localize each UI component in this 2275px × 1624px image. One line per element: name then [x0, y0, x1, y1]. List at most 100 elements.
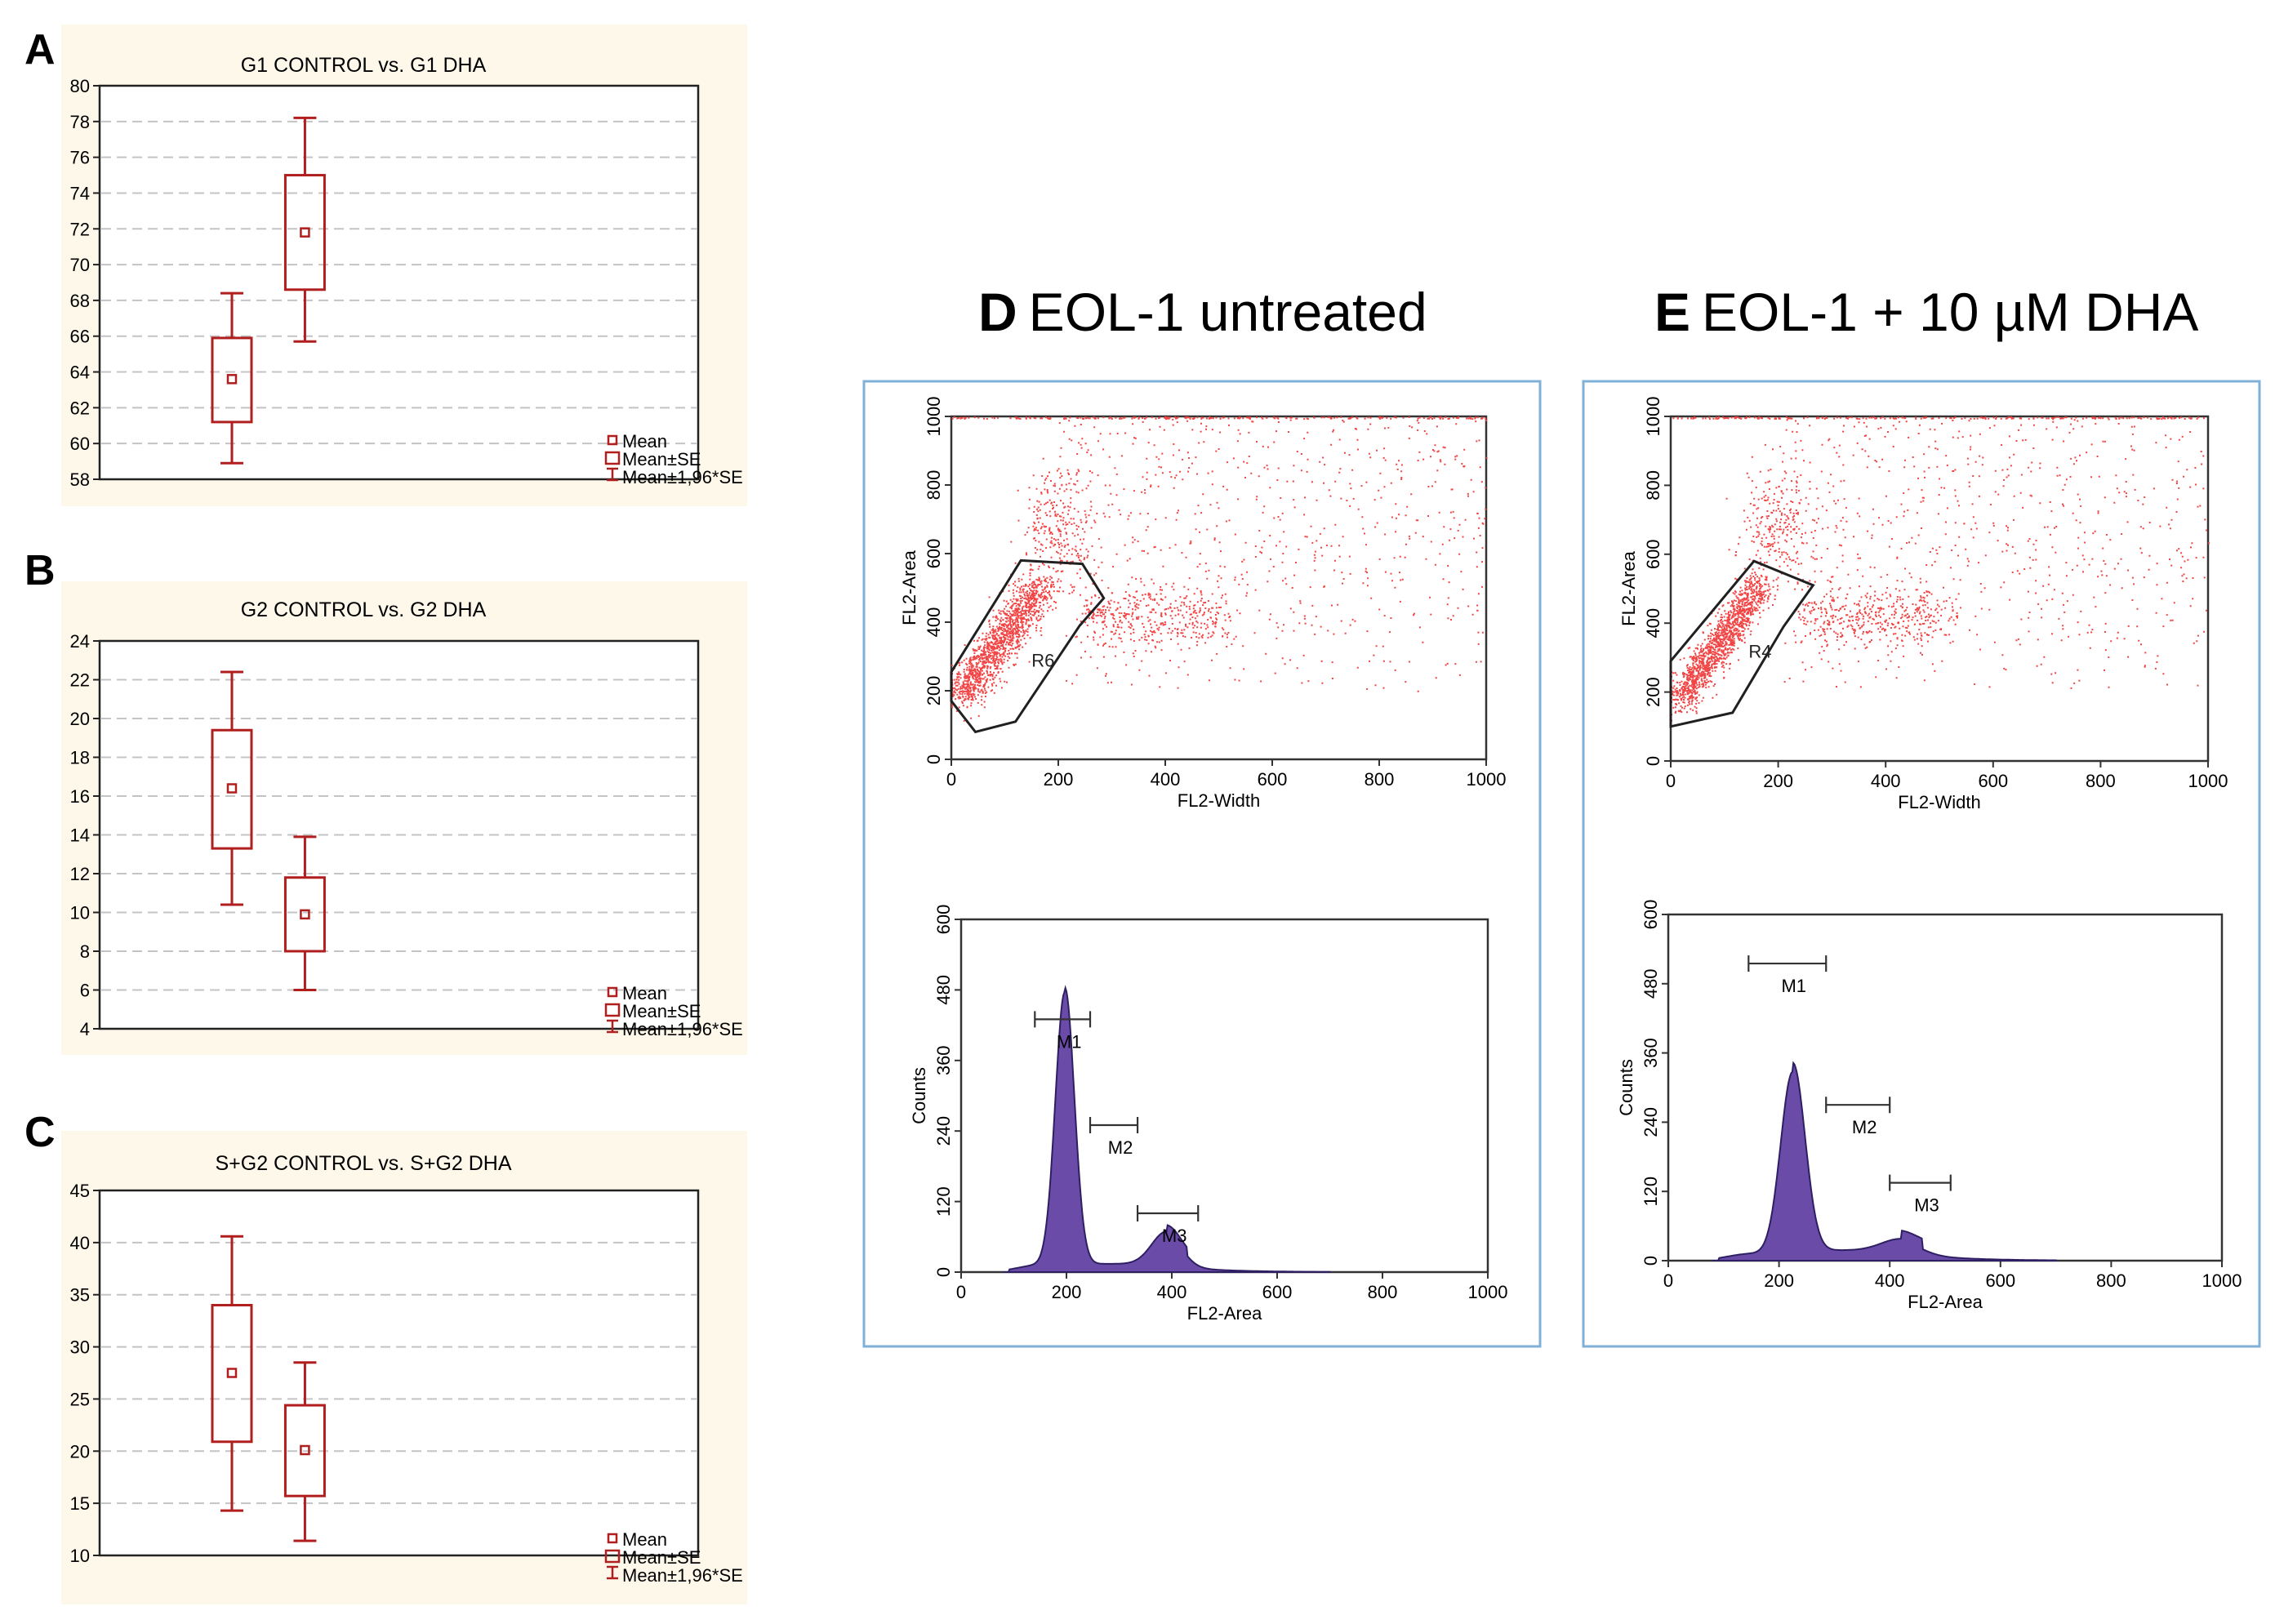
se-box — [211, 728, 253, 850]
histogram-d: 0 200 400 600 800 10000120240360480600FL2-Are… — [909, 905, 1507, 1324]
marker-label: M2 — [1108, 1137, 1133, 1158]
y-tick-label: 800 — [1643, 470, 1663, 501]
y-tick-label: 72 — [70, 219, 90, 239]
marker-label: M3 — [1914, 1195, 1939, 1216]
marker-bar — [1089, 1117, 1139, 1133]
y-tick-label: 360 — [1641, 1038, 1661, 1068]
y-axis-label: Counts — [909, 1067, 929, 1124]
y-tick-label: 16 — [70, 786, 90, 807]
x-tick-label: 1000 — [2202, 1270, 2242, 1291]
x-tick-label: 200 — [1763, 771, 1793, 791]
gate-polygon — [950, 558, 1106, 734]
legend-ci: Mean±1,96*SE — [622, 1565, 743, 1586]
y-tick-label: 24 — [70, 631, 90, 652]
legend-ci: Mean±1,96*SE — [622, 1019, 743, 1039]
chart-title: G1 CONTROL vs. G1 DHA — [241, 54, 487, 77]
histogram-area — [1712, 1061, 2057, 1261]
y-tick-label: 120 — [1641, 1177, 1661, 1207]
legend-mean: Mean — [622, 983, 667, 1003]
y-tick-label: 45 — [70, 1181, 90, 1201]
y-tick-label: 0 — [933, 1267, 954, 1277]
x-tick-label: 600 — [1985, 1270, 2015, 1291]
y-tick-label: 78 — [70, 112, 90, 132]
y-tick-label: 600 — [1643, 539, 1663, 569]
y-tick-label: 12 — [70, 864, 90, 884]
chart-title: S+G2 CONTROL vs. S+G2 DHA — [215, 1152, 511, 1175]
legend-mean-icon — [607, 434, 618, 446]
y-tick-label: 74 — [70, 183, 90, 203]
legend-ci-icon — [607, 467, 618, 482]
gate-label: R4 — [1748, 641, 1771, 661]
y-tick-label: 64 — [70, 363, 90, 383]
title-e-letter: E — [1654, 282, 1690, 342]
marker-label: M3 — [1162, 1226, 1187, 1246]
title-d-text: EOL-1 untreated — [1029, 282, 1427, 342]
legend-ci: Mean±1,96*SE — [622, 467, 743, 487]
se-box — [211, 336, 253, 424]
x-tick-label: 600 — [1262, 1282, 1293, 1302]
marker-bar — [1136, 1205, 1200, 1221]
y-tick-label: 10 — [70, 1546, 90, 1566]
se-box — [283, 1404, 326, 1497]
panel-letter-b: B — [24, 547, 56, 594]
y-tick-label: 400 — [924, 607, 944, 638]
panel-letter-a: A — [24, 26, 56, 73]
y-axis-label: FL2-Area — [1618, 550, 1639, 625]
legend-mean: Mean — [622, 1529, 667, 1550]
histogram-area — [1003, 985, 1331, 1273]
y-tick-label: 8 — [80, 941, 90, 962]
x-axis-label: FL2-Area — [1908, 1292, 1983, 1312]
plot-frame — [950, 415, 1488, 761]
plot-frame — [959, 918, 1489, 1274]
marker-bar — [1889, 1174, 1952, 1191]
y-tick-label: 30 — [70, 1337, 90, 1358]
y-tick-label: 4 — [80, 1019, 90, 1039]
x-tick-label: 200 — [1764, 1270, 1794, 1291]
y-tick-label: 15 — [70, 1493, 90, 1514]
histogram-e: 0 200 400 600 800 10000120240360480600FL2-Are… — [1616, 900, 2242, 1312]
marker-label: M1 — [1057, 1031, 1082, 1052]
marker-bar — [1034, 1011, 1092, 1028]
y-tick-label: 62 — [70, 398, 90, 418]
frame-d — [862, 380, 1542, 1348]
y-tick-label: 25 — [70, 1389, 90, 1409]
x-tick-label: 600 — [1258, 769, 1288, 790]
x-axis-label: FL2-Area — [1187, 1303, 1262, 1324]
y-tick-label: 400 — [1643, 608, 1663, 638]
mean-marker — [226, 1368, 238, 1378]
y-tick-label: 66 — [70, 327, 90, 347]
legend-se: Mean±SE — [622, 1547, 701, 1568]
mean-marker — [226, 783, 238, 794]
y-tick-label: 1000 — [924, 397, 944, 437]
mean-marker — [300, 1444, 310, 1456]
se-box — [283, 876, 326, 953]
y-tick-label: 240 — [933, 1116, 954, 1146]
y-tick-label: 200 — [1643, 677, 1663, 707]
marker-bar — [1825, 1097, 1891, 1114]
x-tick-label: 400 — [1157, 1282, 1187, 1302]
title-e-text: EOL-1 + 10 µM DHA — [1702, 282, 2198, 342]
y-tick-label: 18 — [70, 748, 90, 768]
marker-label: M2 — [1852, 1117, 1877, 1137]
y-tick-label: 0 — [1643, 756, 1663, 766]
panel-letter-c: C — [24, 1109, 56, 1156]
y-tick-label: 10 — [70, 903, 90, 923]
plot-frame — [1669, 415, 2210, 763]
gate-polygon — [1669, 559, 1815, 728]
x-tick-label: 800 — [2096, 1270, 2126, 1291]
x-tick-label: 400 — [1151, 769, 1181, 790]
title-d-letter: D — [978, 282, 1017, 342]
y-tick-label: 1000 — [1643, 397, 1663, 437]
legend-ci-icon — [607, 1565, 618, 1580]
plot-frame — [1667, 913, 2224, 1262]
marker-bar — [1747, 955, 1828, 972]
y-tick-label: 800 — [924, 470, 944, 501]
y-tick-label: 480 — [1641, 968, 1661, 999]
x-tick-label: 0 — [956, 1282, 966, 1302]
box-chart-c: S+G2 CONTROL vs. S+G2 DHA 10 15 20 25 30 35 40 4… — [61, 1131, 747, 1604]
y-tick-label: 35 — [70, 1285, 90, 1306]
x-tick-label: 600 — [1978, 771, 2008, 791]
title-e: E EOL-1 + 10 µM DHA — [1654, 282, 2198, 342]
chart-title: G2 CONTROL vs. G2 DHA — [241, 598, 487, 621]
x-axis-label: FL2-Width — [1178, 790, 1260, 811]
